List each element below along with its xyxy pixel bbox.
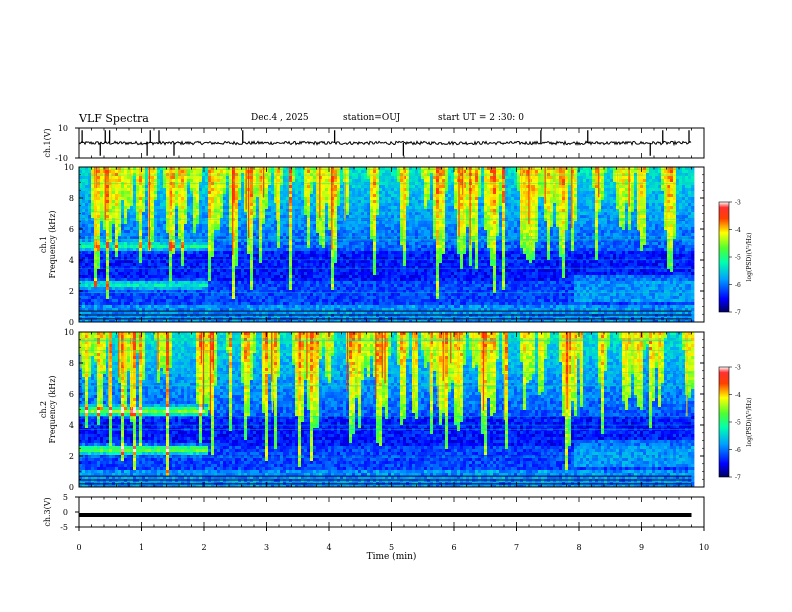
time-tick-label: 8 bbox=[576, 543, 581, 552]
ch1-freq-tick-label: 10 bbox=[64, 163, 74, 172]
ch1-colorbar-tick-label: -3 bbox=[735, 200, 741, 207]
ch1-trace bbox=[78, 139, 692, 147]
ch1-colorbar-label: log(PSD)(V²/Hz) bbox=[746, 233, 753, 282]
ch1-freq-tick-label: 8 bbox=[69, 194, 74, 203]
ch2-freq-tick-label: 10 bbox=[64, 328, 74, 337]
ch2-freq-tick-label: 4 bbox=[69, 421, 74, 430]
ch3-waveform-axis-label: ch.3(V) bbox=[43, 497, 52, 526]
ch1-colorbar bbox=[718, 201, 730, 313]
ch3-waveform-tick-label: 0 bbox=[63, 508, 68, 517]
time-tick-label: 0 bbox=[76, 543, 81, 552]
time-tick-label: 4 bbox=[326, 543, 331, 552]
ch1-freq-tick-label: 4 bbox=[69, 256, 74, 265]
time-tick-label: 7 bbox=[514, 543, 519, 552]
station-label: station=OUJ bbox=[343, 113, 400, 123]
ch1-freq-tick-label: 6 bbox=[69, 225, 74, 234]
ch2-freq-tick-label: 6 bbox=[69, 390, 74, 399]
ch1-channel-label: ch.1 bbox=[39, 236, 48, 253]
time-tick-label: 6 bbox=[451, 543, 456, 552]
ch2-colorbar-tick-label: -6 bbox=[735, 447, 741, 454]
date-label: Dec.4 , 2025 bbox=[251, 113, 309, 123]
time-tick-label: 9 bbox=[639, 543, 644, 552]
time-tick-label: 5 bbox=[389, 543, 394, 552]
ch1-colorbar-tick-label: -4 bbox=[735, 227, 741, 234]
time-tick-label: 2 bbox=[201, 543, 206, 552]
ch2-channel-label: ch.2 bbox=[39, 401, 48, 418]
ch2-colorbar-tick-label: -7 bbox=[735, 475, 741, 482]
ch1-waveform-tick-label: -10 bbox=[55, 154, 68, 163]
ch1-colorbar-tick-label: -6 bbox=[735, 282, 741, 289]
ch2-freq-tick-label: 8 bbox=[69, 359, 74, 368]
time-axis-label: Time (min) bbox=[367, 551, 417, 562]
ch2-freq-tick-label: 0 bbox=[69, 483, 74, 492]
ch2-frequency-axis-label: Frequency (kHz) bbox=[48, 375, 57, 443]
time-tick-label: 10 bbox=[699, 543, 709, 552]
ch2-colorbar-tick-label: -5 bbox=[735, 420, 741, 427]
ch2-freq-tick-label: 2 bbox=[69, 452, 74, 461]
time-tick-label: 1 bbox=[139, 543, 144, 552]
ch3-waveform-tick-label: 5 bbox=[63, 493, 68, 502]
ch2-spectrogram-panel bbox=[79, 332, 704, 487]
ch2-colorbar-tick-label: -4 bbox=[735, 392, 741, 399]
axes-layer bbox=[75, 127, 732, 531]
ch1-waveform-panel bbox=[78, 130, 692, 156]
chart-title: VLF Spectra bbox=[79, 112, 149, 125]
ch1-freq-tick-label: 2 bbox=[69, 287, 74, 296]
ch1-spectrogram-panel bbox=[79, 167, 704, 322]
time-tick-label: 3 bbox=[264, 543, 269, 552]
ch3-waveform-tick-label: -5 bbox=[60, 523, 68, 532]
ch2-colorbar bbox=[718, 366, 730, 478]
ch2-colorbar-label: log(PSD)(V²/Hz) bbox=[746, 398, 753, 447]
ch1-colorbar-tick-label: -5 bbox=[735, 255, 741, 262]
ch1-waveform-tick-label: 10 bbox=[58, 124, 68, 133]
start-time-label: start UT = 2 :30: 0 bbox=[438, 113, 524, 123]
ch1-waveform-axis-label: ch.1(V) bbox=[43, 128, 52, 157]
ch1-freq-tick-label: 0 bbox=[69, 318, 74, 327]
ch1-frequency-axis-label: Frequency (kHz) bbox=[48, 210, 57, 278]
ch1-colorbar-tick-label: -7 bbox=[735, 310, 741, 317]
ch2-colorbar-tick-label: -3 bbox=[735, 365, 741, 372]
